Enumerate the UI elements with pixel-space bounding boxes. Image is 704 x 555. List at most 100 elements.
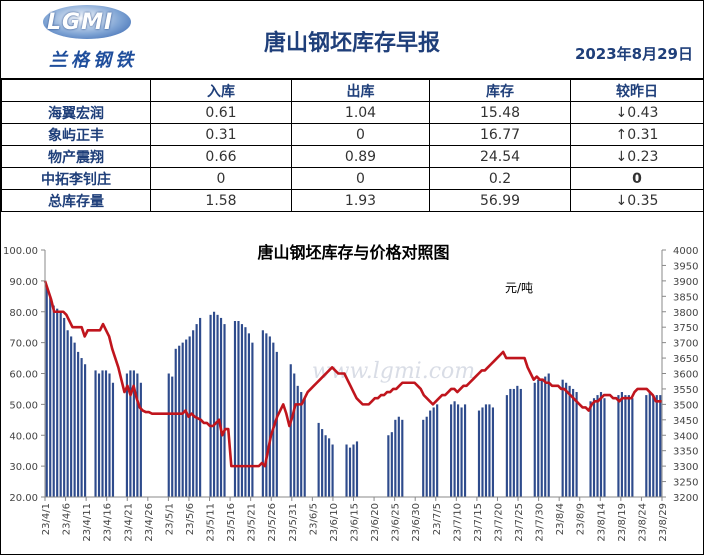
inventory-bar: [70, 336, 73, 497]
column-header-change: 较昨日: [570, 79, 704, 102]
inventory-bar: [345, 444, 348, 497]
inventory-bar: [111, 382, 115, 497]
table-row: 物产震翔 0.66 0.89 24.54 ↓0.23: [1, 145, 704, 168]
x-tick-label: 23/6/5: [308, 503, 319, 535]
table-row: 象屿正丰 0.31 0 16.77 ↑0.31: [1, 123, 704, 146]
inventory-bar: [575, 392, 578, 497]
inventory-bar: [52, 305, 55, 497]
right-tick-label: 3750: [673, 323, 698, 334]
inventory-bar: [477, 410, 481, 497]
inventory-bar: [328, 438, 331, 497]
inventory-bar: [219, 317, 223, 497]
stock-cell: 24.54: [429, 145, 571, 168]
inventory-bar: [244, 327, 247, 497]
in-cell: 0.66: [150, 145, 292, 168]
inventory-bar: [348, 447, 352, 497]
inventory-bar: [237, 321, 240, 497]
inventory-bar: [484, 404, 488, 498]
inventory-bar: [233, 321, 237, 497]
out-cell: 1.93: [291, 189, 430, 212]
inventory-bar: [655, 395, 658, 497]
x-tick-label: 23/5/31: [288, 503, 299, 542]
inventory-bar: [331, 444, 334, 497]
inventory-bar: [463, 404, 467, 498]
arrow-down-icon: ↓: [615, 148, 628, 165]
inventory-bar: [631, 398, 634, 497]
column-header-out: 出库: [291, 79, 430, 102]
inventory-bar: [125, 373, 128, 497]
inventory-bar: [540, 379, 543, 497]
x-tick-label: 23/6/20: [370, 503, 381, 542]
inventory-bar: [272, 342, 275, 498]
table-row: 海翼宏润 0.61 1.04 15.48 ↓0.43: [1, 101, 704, 124]
stock-cell: 56.99: [429, 189, 571, 212]
name-cell: 总库存量: [1, 189, 151, 212]
inventory-bar: [261, 330, 264, 497]
inventory-bar: [457, 404, 460, 498]
right-tick-label: 3600: [673, 370, 698, 381]
change-cell: ↓0.23: [570, 145, 704, 168]
stock-cell: 16.77: [429, 123, 571, 146]
report-header: LGMI 兰格钢铁 唐山钢坯库存早报 2023年8月29日: [1, 1, 703, 79]
name-cell: 物产震翔: [1, 145, 151, 168]
inventory-bar: [101, 370, 104, 497]
right-tick-label: 3300: [673, 462, 698, 473]
inventory-bar: [652, 395, 655, 497]
out-cell: 0.89: [291, 145, 430, 168]
inventory-bar: [77, 351, 80, 497]
inventory-bar: [589, 401, 592, 497]
inventory-bar: [481, 407, 484, 497]
inventory-bar: [544, 376, 547, 497]
inventory-bar: [181, 342, 184, 498]
arrow-up-icon: ↑: [615, 126, 628, 143]
inventory-bar: [251, 342, 254, 498]
inventory-bar: [84, 364, 87, 497]
change-value: 0.31: [627, 126, 659, 143]
inventory-bar: [136, 373, 139, 497]
x-tick-label: 23/4/26: [144, 503, 155, 542]
right-axis-unit: 元/吨: [505, 281, 533, 295]
table-row: 中拓李钊庄 0 0 0.2 0: [1, 167, 704, 190]
in-cell: 0: [150, 167, 292, 190]
inventory-bar: [56, 308, 59, 497]
inventory-bar: [450, 404, 453, 498]
inventory-bar: [212, 311, 216, 497]
stock-cell: 0.2: [429, 167, 571, 190]
right-tick-label: 3400: [673, 431, 698, 442]
inventory-bar: [195, 324, 198, 497]
inventory-bar: [390, 432, 393, 497]
left-tick-label: 20.00: [9, 493, 38, 504]
inventory-bar: [45, 287, 48, 497]
inventory-bar: [509, 388, 512, 497]
logo-bubble-icon: [43, 5, 131, 39]
inventory-bar: [223, 324, 226, 497]
x-tick-label: 23/5/21: [247, 503, 258, 542]
x-tick-label: 23/6/10: [329, 503, 340, 542]
lgmi-logo: LGMI 兰格钢铁: [13, 5, 143, 75]
inventory-bar: [659, 395, 662, 497]
left-tick-label: 50.00: [9, 400, 38, 411]
inventory-bar: [401, 419, 404, 497]
inventory-bar: [596, 395, 599, 497]
inventory-bar: [512, 388, 515, 497]
x-tick-label: 23/4/6: [62, 503, 73, 535]
left-tick-label: 60.00: [9, 370, 38, 381]
inventory-bar: [129, 370, 132, 497]
inventory-bar: [436, 404, 439, 498]
inventory-bar: [73, 342, 76, 498]
out-cell: 0: [291, 167, 430, 190]
inventory-bar: [617, 395, 620, 497]
x-tick-label: 23/7/10: [452, 503, 463, 542]
x-tick-label: 23/5/16: [226, 503, 237, 542]
arrow-down-icon: ↓: [615, 104, 628, 121]
right-tick-label: 3800: [673, 308, 698, 319]
x-tick-label: 23/5/1: [164, 503, 175, 535]
inventory-bar: [108, 373, 111, 497]
x-tick-label: 23/4/21: [123, 503, 134, 542]
inventory-bar: [572, 388, 575, 497]
inventory-bar: [537, 379, 540, 497]
inventory-bar: [94, 370, 97, 497]
x-tick-label: 23/5/11: [206, 503, 217, 542]
x-tick-label: 23/7/25: [514, 503, 525, 542]
inventory-bar: [49, 296, 52, 497]
